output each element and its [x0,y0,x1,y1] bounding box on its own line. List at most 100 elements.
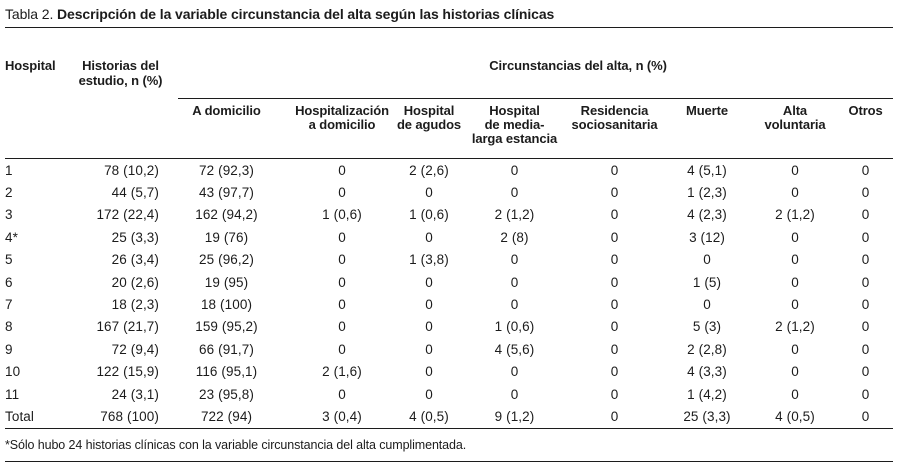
table-row: Total 768 (100) 722 (94) 3 (0,4) 4 (0,5)… [5,405,894,429]
value-cell: 0 [838,405,894,429]
value-cell: 2 (1,2) [775,319,815,335]
value-cell: 0 [610,252,619,268]
value-cell: 19 (76) [204,229,249,245]
value-cell: 0 [610,341,619,357]
value-cell: 1 (0,6) [409,207,449,223]
hospital-cell: 9 [5,341,13,357]
value-cell: 1 (0,6) [322,207,362,223]
value-cell: 0 [510,274,519,290]
col-header-otros: Otros [838,99,894,159]
value-cell: 9 (1,2) [462,405,567,429]
value-cell: 0 [510,297,519,313]
table-body: 1 78 (10,2) 72 (92,3) 0 2 (2,6) 0 0 4 (5… [5,159,894,429]
table-header: Hospital Historias del estudio, n (%) Ci… [5,58,894,159]
col-header-historias-estudio: Historias del estudio, n (%) [62,58,165,159]
value-cell: 0 [338,185,346,201]
value-cell: 0 [791,162,799,178]
hospital-cell: 3 [5,207,13,223]
col-header-a-domicilio: A domicilio [165,99,288,159]
value-cell: 0 [791,297,799,313]
value-cell: 0 [338,162,346,178]
value-cell: 0 [338,252,346,268]
historias-cell: 78 (10,2) [104,162,159,178]
value-cell: 0 [861,185,870,201]
value-cell: 0 [338,229,346,245]
value-cell: 0 [861,341,870,357]
value-cell: 722 (94) [165,405,288,429]
value-cell: 0 [610,274,619,290]
value-cell: 0 [610,185,619,201]
data-table: Hospital Historias del estudio, n (%) Ci… [5,58,894,429]
value-cell: 0 [791,364,799,380]
value-cell: 0 [610,319,619,335]
table-row: 10 122 (15,9) 116 (95,1) 2 (1,6) 0 0 0 4… [5,361,893,383]
value-cell: 0 [510,185,519,201]
table-row: 7 18 (2,3) 18 (100) 0 0 0 0 0 0 0 [5,293,893,315]
value-cell: 0 [610,229,619,245]
value-cell: 25 (96,2) [199,252,254,268]
col-header-hospital-agudos: Hospital de agudos [396,99,462,159]
value-cell: 0 [338,341,346,357]
value-cell: 4 (2,3) [687,207,727,223]
value-cell: 0 [338,386,346,402]
table-row: 2 44 (5,7) 43 (97,7) 0 0 0 0 1 (2,3) 0 0 [5,181,893,203]
table-number-label: Tabla 2. [5,6,54,22]
value-cell: 0 [861,364,870,380]
value-cell: 0 [610,162,619,178]
value-cell: 0 [425,341,433,357]
value-cell: 0 [791,341,799,357]
value-cell: 2 (2,6) [409,162,449,178]
col-header-muerte: Muerte [662,99,752,159]
value-cell: 0 [610,386,619,402]
value-cell: 0 [861,162,870,178]
col-header-media-larga-estancia: Hospital de media- larga estancia [462,99,567,159]
value-cell: 0 [791,185,799,201]
value-cell: 0 [510,252,519,268]
value-cell: 0 [861,252,870,268]
value-cell: 0 [338,319,346,335]
value-cell: 0 [861,297,870,313]
value-cell: 2 (2,8) [687,341,727,357]
value-cell: 0 [510,386,519,402]
hospital-cell: 7 [5,297,13,313]
value-cell: 0 [791,386,799,402]
table-row: 9 72 (9,4) 66 (91,7) 0 0 4 (5,6) 0 2 (2,… [5,338,893,360]
value-cell: 19 (95) [204,274,249,290]
span-header-circunstancias: Circunstancias del alta, n (%) [165,58,894,99]
hospital-cell: 6 [5,274,13,290]
value-cell: 0 [425,364,433,380]
value-cell: 0 [425,274,433,290]
value-cell: 4 (5,1) [687,162,727,178]
value-cell: 1 (3,8) [409,252,449,268]
hospital-cell: 8 [5,319,13,335]
value-cell: 116 (95,1) [195,364,258,380]
historias-cell: 172 (22,4) [96,207,159,223]
col-header-hospitalizacion-domicilio: Hospitalización a domicilio [288,99,396,159]
value-cell: 0 [791,274,799,290]
historias-cell: 122 (15,9) [96,364,159,380]
value-cell: 0 [703,297,711,313]
value-cell: 5 (3) [692,319,722,335]
value-cell: 0 [861,386,870,402]
value-cell: 0 [510,364,519,380]
historias-cell: 24 (3,1) [111,386,159,402]
table-title-text: Descripción de la variable circunstancia… [57,6,555,22]
value-cell: 0 [425,229,433,245]
value-cell: 0 [861,319,870,335]
historias-cell: 25 (3,3) [111,229,159,245]
table-row: 5 26 (3,4) 25 (96,2) 0 1 (3,8) 0 0 0 0 0 [5,249,893,271]
hospital-cell: 5 [5,252,13,268]
table-row: 6 20 (2,6) 19 (95) 0 0 0 0 1 (5) 0 0 [5,271,893,293]
value-cell: 162 (94,2) [195,207,258,223]
value-cell: 2 (1,6) [322,364,362,380]
table-footnote: *Sólo hubo 24 historias clínicas con la … [5,429,893,462]
value-cell: 4 (5,6) [494,341,535,357]
value-cell: 72 (92,3) [199,162,254,178]
value-cell: 0 [610,297,619,313]
value-cell: 159 (95,2) [195,319,258,335]
span-header-rule [178,98,894,99]
hospital-cell: 11 [5,386,20,402]
table-row: 3 172 (22,4) 162 (94,2) 1 (0,6) 1 (0,6) … [5,204,893,226]
col-header-hospital: Hospital [5,58,62,159]
value-cell: 66 (91,7) [199,341,254,357]
